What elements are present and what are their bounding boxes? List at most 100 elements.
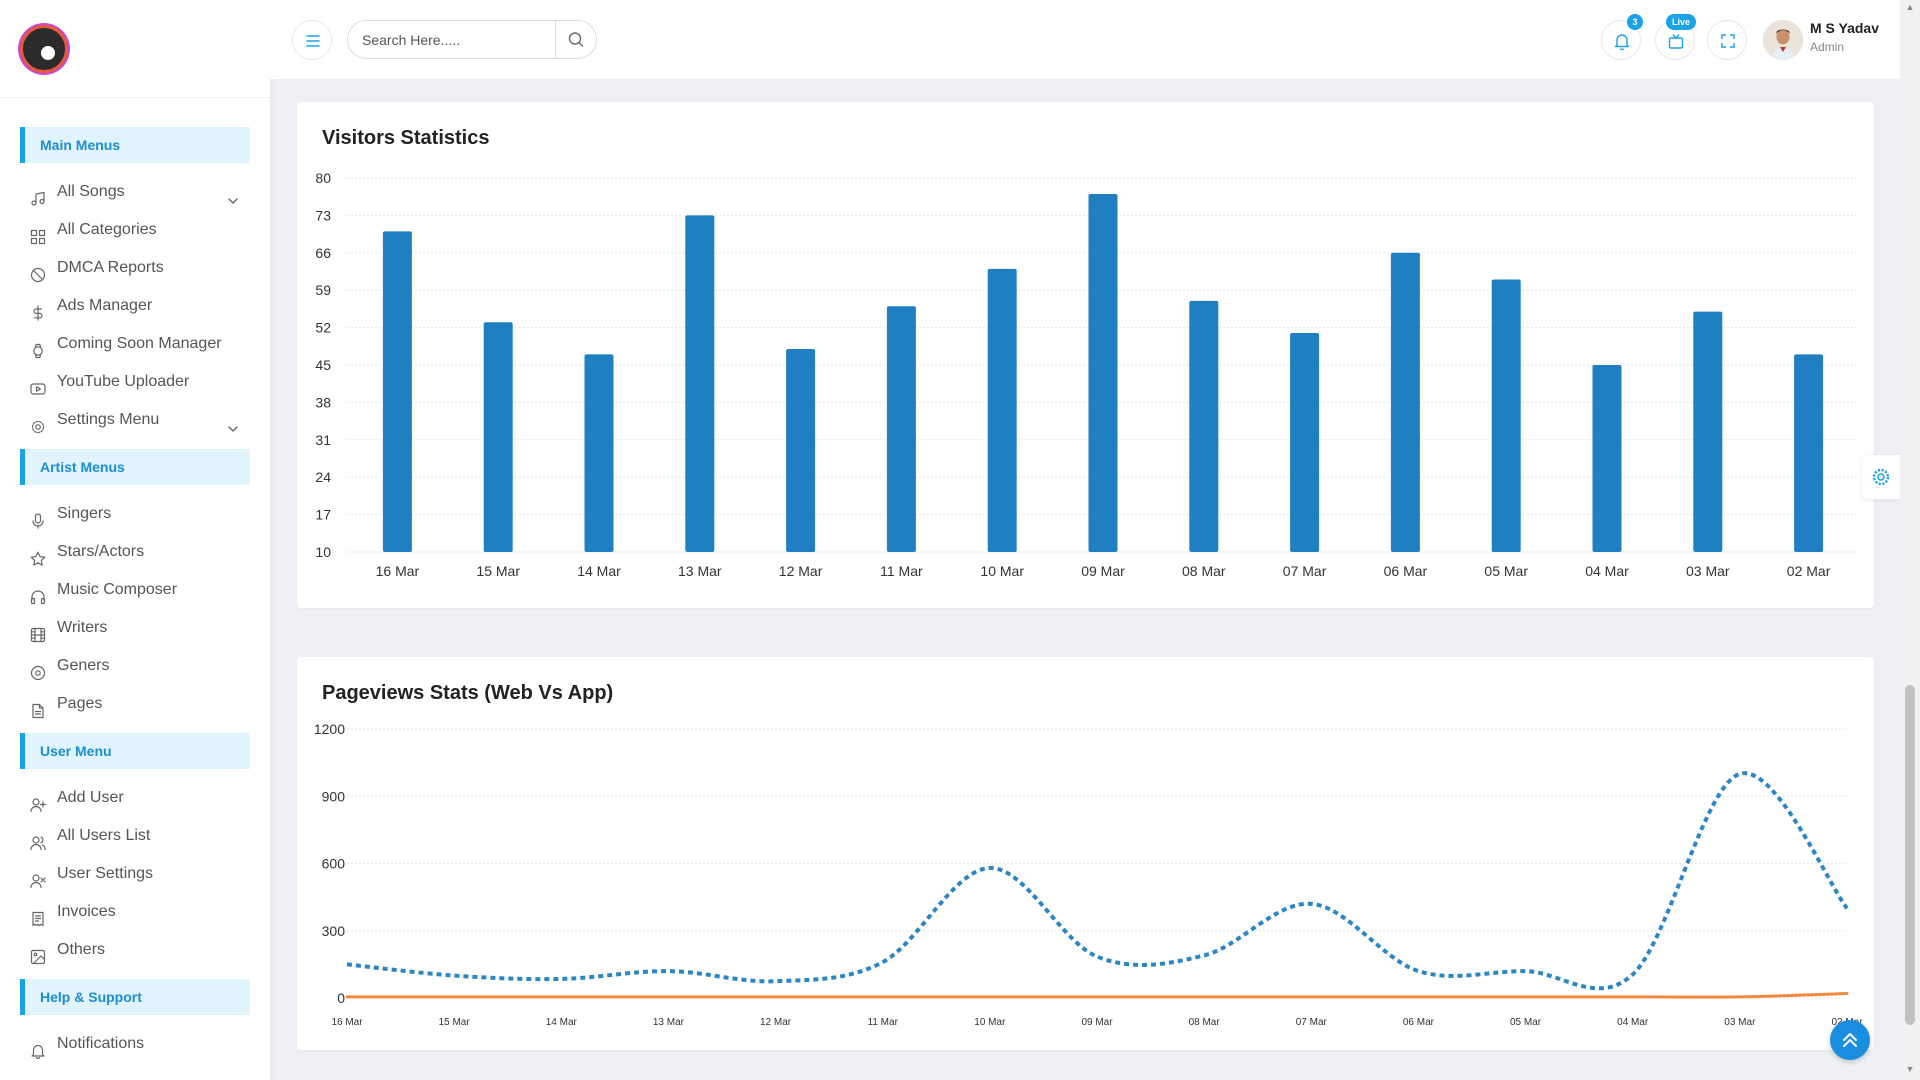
sidebar-item-label: Geners (57, 657, 110, 674)
image-icon (30, 942, 46, 965)
sidebar-spacer (0, 1015, 270, 1025)
avatar[interactable] (1763, 20, 1803, 60)
watch-icon (30, 336, 46, 359)
sidebar-item-label: Invoices (57, 903, 116, 920)
x-tick-label: 05 Mar (1484, 563, 1528, 579)
sidebar-item-all-categories[interactable]: All Categories (0, 211, 270, 249)
bell-icon (1614, 34, 1630, 51)
bar[interactable] (1088, 194, 1118, 552)
double-chevron-up-icon (1843, 1033, 1857, 1047)
sidebar-item-music-composer[interactable]: Music Composer (0, 571, 270, 609)
visitors-bar-chart: 10 17 24 31 38 45 52 59 66 73 80 16 Mar 15 Mar 14 Mar… (315, 170, 1859, 579)
x-tick-label: 15 Mar (439, 1017, 471, 1028)
bar[interactable] (786, 348, 816, 552)
live-button[interactable]: Live (1655, 14, 1696, 60)
bar[interactable] (382, 231, 412, 552)
x-tick-label: 08 Mar (1182, 563, 1226, 579)
microphone-icon (30, 506, 46, 529)
sidebar-item-label: All Users List (57, 827, 151, 844)
bar[interactable] (1390, 252, 1420, 553)
youtube-icon (30, 374, 46, 395)
y-tick-label: 600 (322, 856, 346, 872)
sidebar-item-all-users-list[interactable]: All Users List (0, 817, 270, 855)
back-to-top-button[interactable] (1830, 1020, 1870, 1060)
sidebar-item-settings-menu[interactable]: Settings Menu (0, 401, 270, 439)
user-x-icon (30, 866, 46, 889)
sidebar-item-stars-actors[interactable]: Stars/Actors (0, 533, 270, 571)
sidebar-item-others[interactable]: Others (0, 931, 270, 969)
sidebar-item-writers[interactable]: Writers (0, 609, 270, 647)
bar[interactable] (1189, 300, 1219, 552)
sidebar-item-user-settings[interactable]: User Settings (0, 855, 270, 893)
theme-settings-button[interactable] (1862, 455, 1900, 499)
user-role: Admin (1810, 40, 1845, 54)
sidebar-spacer (0, 485, 270, 495)
bar[interactable] (1290, 332, 1320, 552)
pageviews-stats-card: Pageviews Stats (Web Vs App) 0 300 600 900 1… (297, 657, 1874, 1050)
logo[interactable] (0, 0, 270, 98)
sidebar-item-label: All Songs (57, 183, 125, 200)
sidebar-item-label: Notifications (57, 1035, 145, 1052)
chevron-down-icon[interactable] (226, 413, 240, 432)
x-tick-label: 09 Mar (1081, 1017, 1113, 1028)
y-tick-label: 900 (322, 788, 346, 804)
sidebar-item-coming-soon-manager[interactable]: Coming Soon Manager (0, 325, 270, 363)
sidebar-item-singers[interactable]: Singers (0, 495, 270, 533)
x-tick-label: 16 Mar (376, 563, 420, 579)
sidebar-item-notifications[interactable]: Notifications (0, 1025, 270, 1063)
disc-icon (30, 658, 46, 681)
y-tick-label: 24 (315, 469, 331, 485)
bar[interactable] (483, 322, 513, 552)
series-line-app[interactable] (345, 992, 1849, 999)
bar[interactable] (584, 354, 614, 552)
chevron-down-icon[interactable] (226, 185, 240, 204)
sidebar-item-add-user[interactable]: Add User (0, 779, 270, 817)
bar[interactable] (886, 306, 916, 552)
sidebar-item-label: Stars/Actors (57, 543, 145, 560)
notifications-button[interactable]: 3 (1601, 14, 1643, 60)
sidebar-item-pages[interactable]: Pages (0, 685, 270, 723)
sidebar-item-youtube-uploader[interactable]: YouTube Uploader (0, 363, 270, 401)
sidebar-item-label: DMCA Reports (57, 259, 164, 276)
gear-icon (30, 412, 46, 434)
bar[interactable] (685, 215, 715, 552)
y-tick-label: 300 (322, 923, 346, 939)
y-tick-label: 80 (315, 170, 331, 186)
vinyl-logo-icon (20, 25, 68, 73)
scrollbar-thumb[interactable] (1905, 685, 1915, 1025)
bar[interactable] (987, 268, 1017, 552)
sidebar-item-invoices[interactable]: Invoices (0, 893, 270, 931)
users-icon (30, 828, 46, 851)
x-tick-label: 05 Mar (1510, 1017, 1542, 1028)
sidebar-item-geners[interactable]: Geners (0, 647, 270, 685)
bar[interactable] (1794, 354, 1824, 552)
search-input[interactable] (362, 29, 542, 51)
scroll-up-arrow-icon[interactable]: ▲ (1905, 2, 1915, 12)
sidebar-item-label: Others (57, 941, 106, 958)
search-button[interactable] (556, 21, 596, 58)
sidebar-item-all-songs[interactable]: All Songs (0, 173, 270, 211)
bell-icon (30, 1036, 46, 1060)
sidebar-item-ads-manager[interactable]: Ads Manager (0, 287, 270, 325)
menu-toggle-button[interactable] (292, 20, 332, 60)
sidebar-spacer (0, 163, 270, 173)
sidebar-item-label: Coming Soon Manager (57, 335, 222, 352)
bar[interactable] (1693, 311, 1723, 552)
music-note-icon (30, 184, 46, 206)
sidebar-item-label: Pages (57, 695, 103, 712)
bar[interactable] (1491, 279, 1521, 552)
scroll-down-arrow-icon[interactable]: ▼ (1905, 1064, 1915, 1074)
fullscreen-button[interactable] (1707, 20, 1747, 60)
bar[interactable] (1592, 365, 1622, 552)
x-tick-label: 12 Mar (760, 1017, 792, 1028)
sidebar-menu: Main Menus All Songs All Categories DMCA Re… (0, 98, 270, 1063)
series-line-web[interactable] (346, 771, 1849, 991)
ban-icon (30, 260, 46, 283)
search-icon (568, 32, 584, 47)
user-name[interactable]: M S Yadav (1810, 20, 1880, 36)
notification-count-badge: 3 (1627, 14, 1643, 30)
invoice-icon (30, 904, 46, 927)
sidebar: Main Menus All Songs All Categories DMCA Re… (0, 0, 270, 1080)
sidebar-section-header: User Menu (20, 733, 250, 769)
sidebar-item-dmca-reports[interactable]: DMCA Reports (0, 249, 270, 287)
